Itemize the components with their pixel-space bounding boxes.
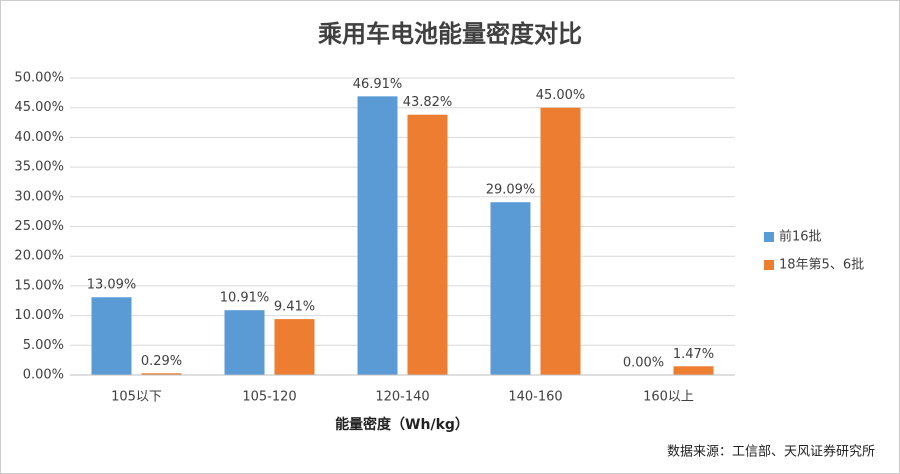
chart-title: 乘用车电池能量密度对比 bbox=[317, 20, 582, 48]
y-tick-label: 20.00% bbox=[14, 249, 64, 264]
value-label: 9.41% bbox=[274, 300, 315, 315]
value-label: 10.91% bbox=[220, 291, 270, 306]
value-label: 0.29% bbox=[141, 354, 182, 369]
x-tick-label: 120-140 bbox=[375, 390, 429, 405]
bar bbox=[407, 114, 448, 375]
bar bbox=[141, 373, 182, 375]
y-tick-label: 50.00% bbox=[14, 71, 64, 86]
value-label: 13.09% bbox=[87, 278, 137, 293]
bar bbox=[673, 366, 714, 375]
y-tick-label: 15.00% bbox=[14, 278, 64, 293]
y-tick-label: 35.00% bbox=[14, 160, 64, 175]
y-tick-label: 10.00% bbox=[14, 308, 64, 323]
value-label: 0.00% bbox=[623, 356, 664, 371]
bar bbox=[224, 310, 265, 375]
x-tick-label: 140-160 bbox=[508, 390, 562, 405]
y-tick-label: 25.00% bbox=[14, 219, 64, 234]
bar bbox=[540, 107, 581, 375]
y-tick-label: 45.00% bbox=[14, 100, 64, 115]
x-tick-label: 105以下 bbox=[111, 390, 162, 405]
bar bbox=[274, 319, 315, 375]
value-label: 1.47% bbox=[673, 347, 714, 362]
legend-swatch bbox=[764, 260, 774, 270]
legend-label: 前16批 bbox=[779, 229, 822, 245]
y-tick-label: 0.00% bbox=[23, 368, 64, 383]
x-axis-label: 能量密度（Wh/kg） bbox=[335, 416, 469, 433]
value-label: 45.00% bbox=[536, 88, 586, 103]
legend-label: 18年第5、6批 bbox=[779, 258, 864, 273]
value-label: 46.91% bbox=[353, 77, 403, 92]
source-note: 数据来源：工信部、天风证券研究所 bbox=[667, 444, 875, 460]
y-tick-label: 40.00% bbox=[14, 130, 64, 145]
bar bbox=[490, 202, 531, 375]
y-tick-label: 5.00% bbox=[23, 338, 64, 353]
x-tick-label: 160以上 bbox=[643, 390, 694, 405]
value-label: 29.09% bbox=[486, 183, 536, 198]
value-label: 43.82% bbox=[403, 95, 453, 110]
legend-swatch bbox=[764, 232, 774, 242]
bar bbox=[91, 297, 132, 375]
y-tick-label: 30.00% bbox=[14, 189, 64, 204]
x-tick-label: 105-120 bbox=[242, 390, 296, 405]
bar bbox=[357, 96, 398, 375]
